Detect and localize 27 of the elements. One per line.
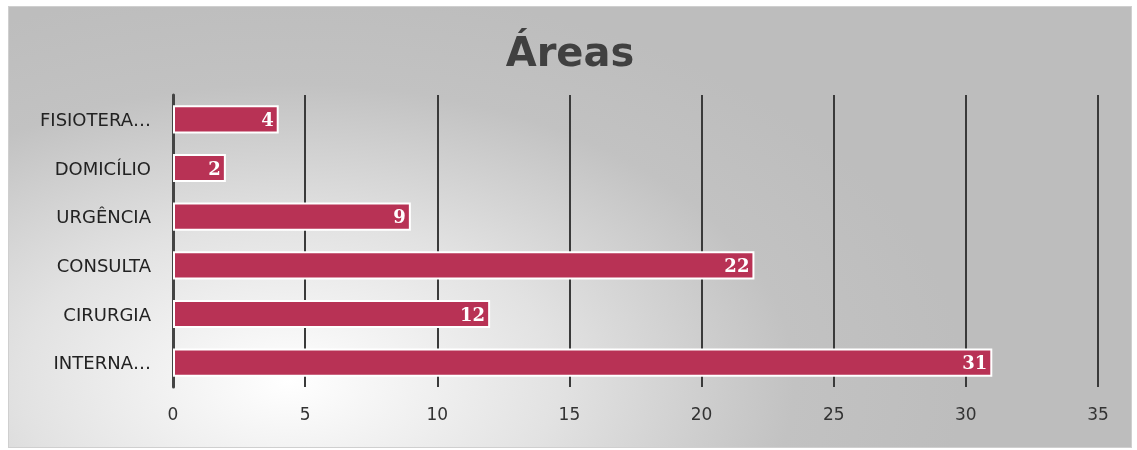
y-tick-label: DOMICÍLIO	[54, 157, 151, 179]
x-tick-label: 30	[955, 403, 977, 424]
bar	[173, 105, 279, 134]
x-tick-label: 25	[822, 403, 845, 424]
bar	[173, 299, 491, 329]
data-label: 31	[962, 352, 988, 374]
bar	[173, 251, 755, 280]
data-label: 12	[460, 303, 486, 325]
data-label: 9	[393, 206, 406, 228]
x-tick-label: 0	[167, 403, 179, 424]
bar	[173, 348, 993, 377]
x-tick-label: 10	[426, 403, 449, 424]
data-label: 4	[261, 108, 274, 130]
y-tick-label: URGÊNCIA	[56, 206, 152, 228]
chart-title: Áreas	[505, 28, 635, 75]
y-tick-label: CONSULTA	[56, 254, 152, 276]
y-tick-label: INTERNA…	[53, 352, 151, 374]
y-tick-label: CIRURGIA	[63, 303, 152, 325]
x-tick-label: 20	[690, 403, 713, 424]
data-label: 22	[724, 254, 750, 276]
x-tick-label: 15	[558, 403, 581, 424]
bar	[173, 202, 411, 231]
y-tick-label: FISIOTERA…	[39, 108, 151, 130]
bar	[173, 153, 226, 183]
x-tick-label: 5	[299, 403, 311, 424]
x-tick-label: 35	[1087, 403, 1109, 424]
data-label: 2	[208, 157, 221, 179]
